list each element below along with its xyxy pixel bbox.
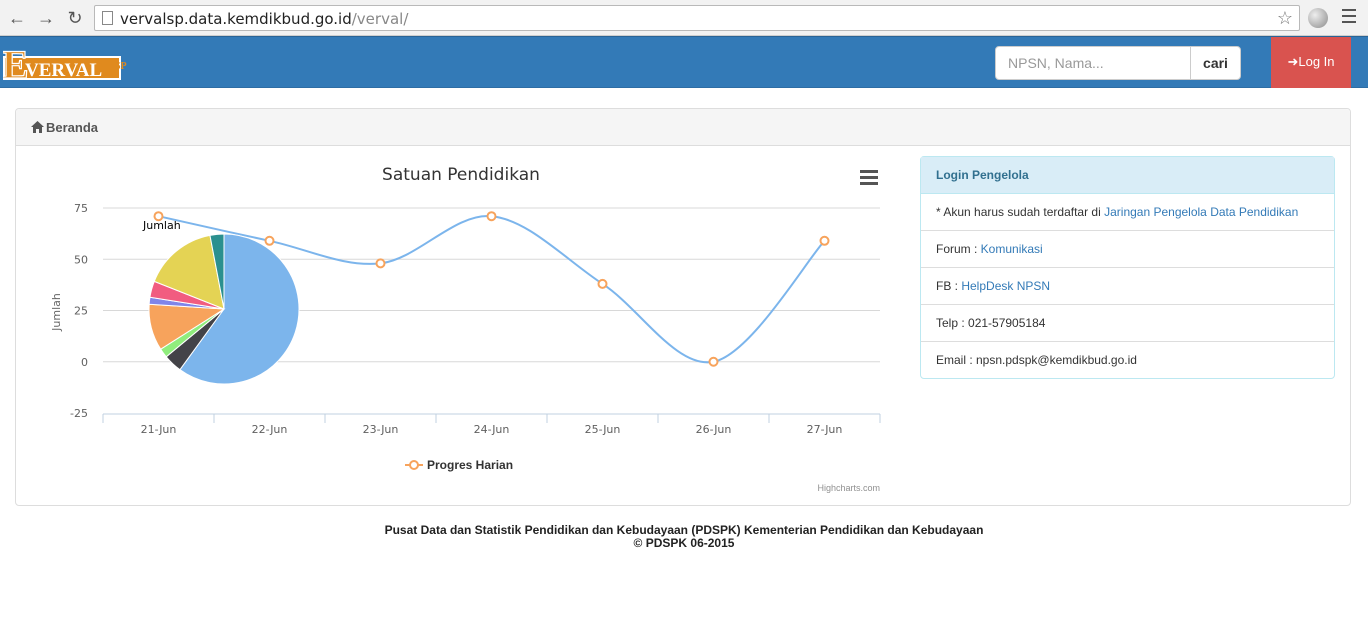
address-bar[interactable]: vervalsp.data.kemdikbud.go.id/verval/ ☆ [94, 5, 1300, 31]
legend-label: Progres Harian [427, 458, 513, 472]
info-item-telp: Telp : 021-57905184 [921, 305, 1334, 342]
x-tick-label: 21-Jun [141, 423, 177, 436]
footer-line-1: Pusat Data dan Statistik Pendidikan dan … [384, 523, 984, 537]
back-icon[interactable]: ← [8, 8, 26, 28]
y-tick-label: 75 [74, 202, 88, 215]
page-icon [102, 11, 113, 25]
breadcrumb: Beranda [16, 109, 1350, 146]
link-jaringan-pengelola[interactable]: Jaringan Pengelola Data Pendidikan [1104, 205, 1299, 219]
reload-icon[interactable]: ↻ [67, 8, 83, 28]
footer: Pusat Data dan Statistik Pendidikan dan … [0, 524, 1368, 550]
y-tick-label: -25 [70, 407, 88, 420]
data-point[interactable] [486, 211, 497, 222]
url-text: vervalsp.data.kemdikbud.go.id/verval/ [120, 10, 409, 28]
link-helpdesk-npsn[interactable]: HelpDesk NPSN [961, 279, 1051, 293]
info-item-forum: Forum : Komunikasi [921, 231, 1334, 268]
y-tick-label: 25 [74, 305, 88, 318]
data-point[interactable] [153, 211, 164, 222]
chart-title: Satuan Pendidikan [382, 165, 540, 185]
pie-series-label: Jumlah [142, 219, 181, 232]
chart-menu-icon[interactable] [860, 170, 878, 185]
everval-logo[interactable]: E VERVAL SP [3, 42, 133, 84]
info-item-fb: FB : HelpDesk NPSN [921, 268, 1334, 305]
footer-line-2: © PDSPK 06-2015 [633, 536, 735, 550]
browser-menu-icon[interactable] [1342, 9, 1356, 27]
link-komunikasi[interactable]: Komunikasi [980, 242, 1043, 256]
y-tick-label: 0 [81, 356, 88, 369]
top-navbar: E VERVAL SP cari ➜Log In [0, 36, 1368, 88]
info-item-email: Email : npsn.pdspk@kemdikbud.go.id [936, 353, 1137, 367]
x-tick-label: 24-Jun [474, 423, 510, 436]
svg-text:SP: SP [115, 61, 127, 72]
svg-text:E: E [3, 42, 29, 84]
satuan-pendidikan-chart: Satuan Pendidikan 75 50 25 0 -25 21-Jun 22-Ju… [50, 165, 881, 493]
y-tick-label: 50 [74, 253, 88, 266]
data-point[interactable] [708, 356, 719, 367]
browser-toolbar: ← → ↻ vervalsp.data.kemdikbud.go.id/verv… [0, 0, 1368, 36]
login-button[interactable]: ➜Log In [1271, 37, 1351, 88]
breadcrumb-home[interactable]: Beranda [46, 120, 99, 135]
data-point[interactable] [264, 235, 275, 246]
chart-credit[interactable]: Highcharts.com [817, 483, 880, 493]
x-tick-label: 22-Jun [252, 423, 288, 436]
x-tick-label: 27-Jun [807, 423, 843, 436]
info-item-akun: * Akun harus sudah terdaftar di Jaringan… [921, 194, 1334, 231]
y-axis-label: Jumlah [50, 293, 63, 332]
bookmark-star-icon[interactable]: ☆ [1276, 8, 1293, 28]
extension-globe-icon[interactable] [1308, 8, 1328, 28]
search-button[interactable]: cari [1190, 46, 1241, 80]
x-tick-label: 26-Jun [696, 423, 732, 436]
pie-slice[interactable] [153, 234, 225, 310]
login-pengelola-panel: Login Pengelola * Akun harus sudah terda… [920, 156, 1335, 379]
login-pengelola-heading: Login Pengelola [921, 157, 1334, 194]
search-input[interactable] [995, 46, 1191, 80]
data-point[interactable] [375, 258, 386, 269]
data-point[interactable] [819, 235, 830, 246]
login-icon: ➜ [1287, 54, 1299, 69]
pie-slice[interactable] [179, 233, 300, 385]
svg-text:VERVAL: VERVAL [25, 60, 102, 81]
x-tick-label: 25-Jun [585, 423, 621, 436]
pie-slice[interactable] [209, 233, 225, 310]
forward-icon[interactable]: → [37, 8, 55, 28]
data-point[interactable] [597, 278, 608, 289]
home-icon [31, 121, 44, 133]
legend-item[interactable]: Progres Harian [405, 458, 513, 472]
x-tick-label: 23-Jun [363, 423, 399, 436]
